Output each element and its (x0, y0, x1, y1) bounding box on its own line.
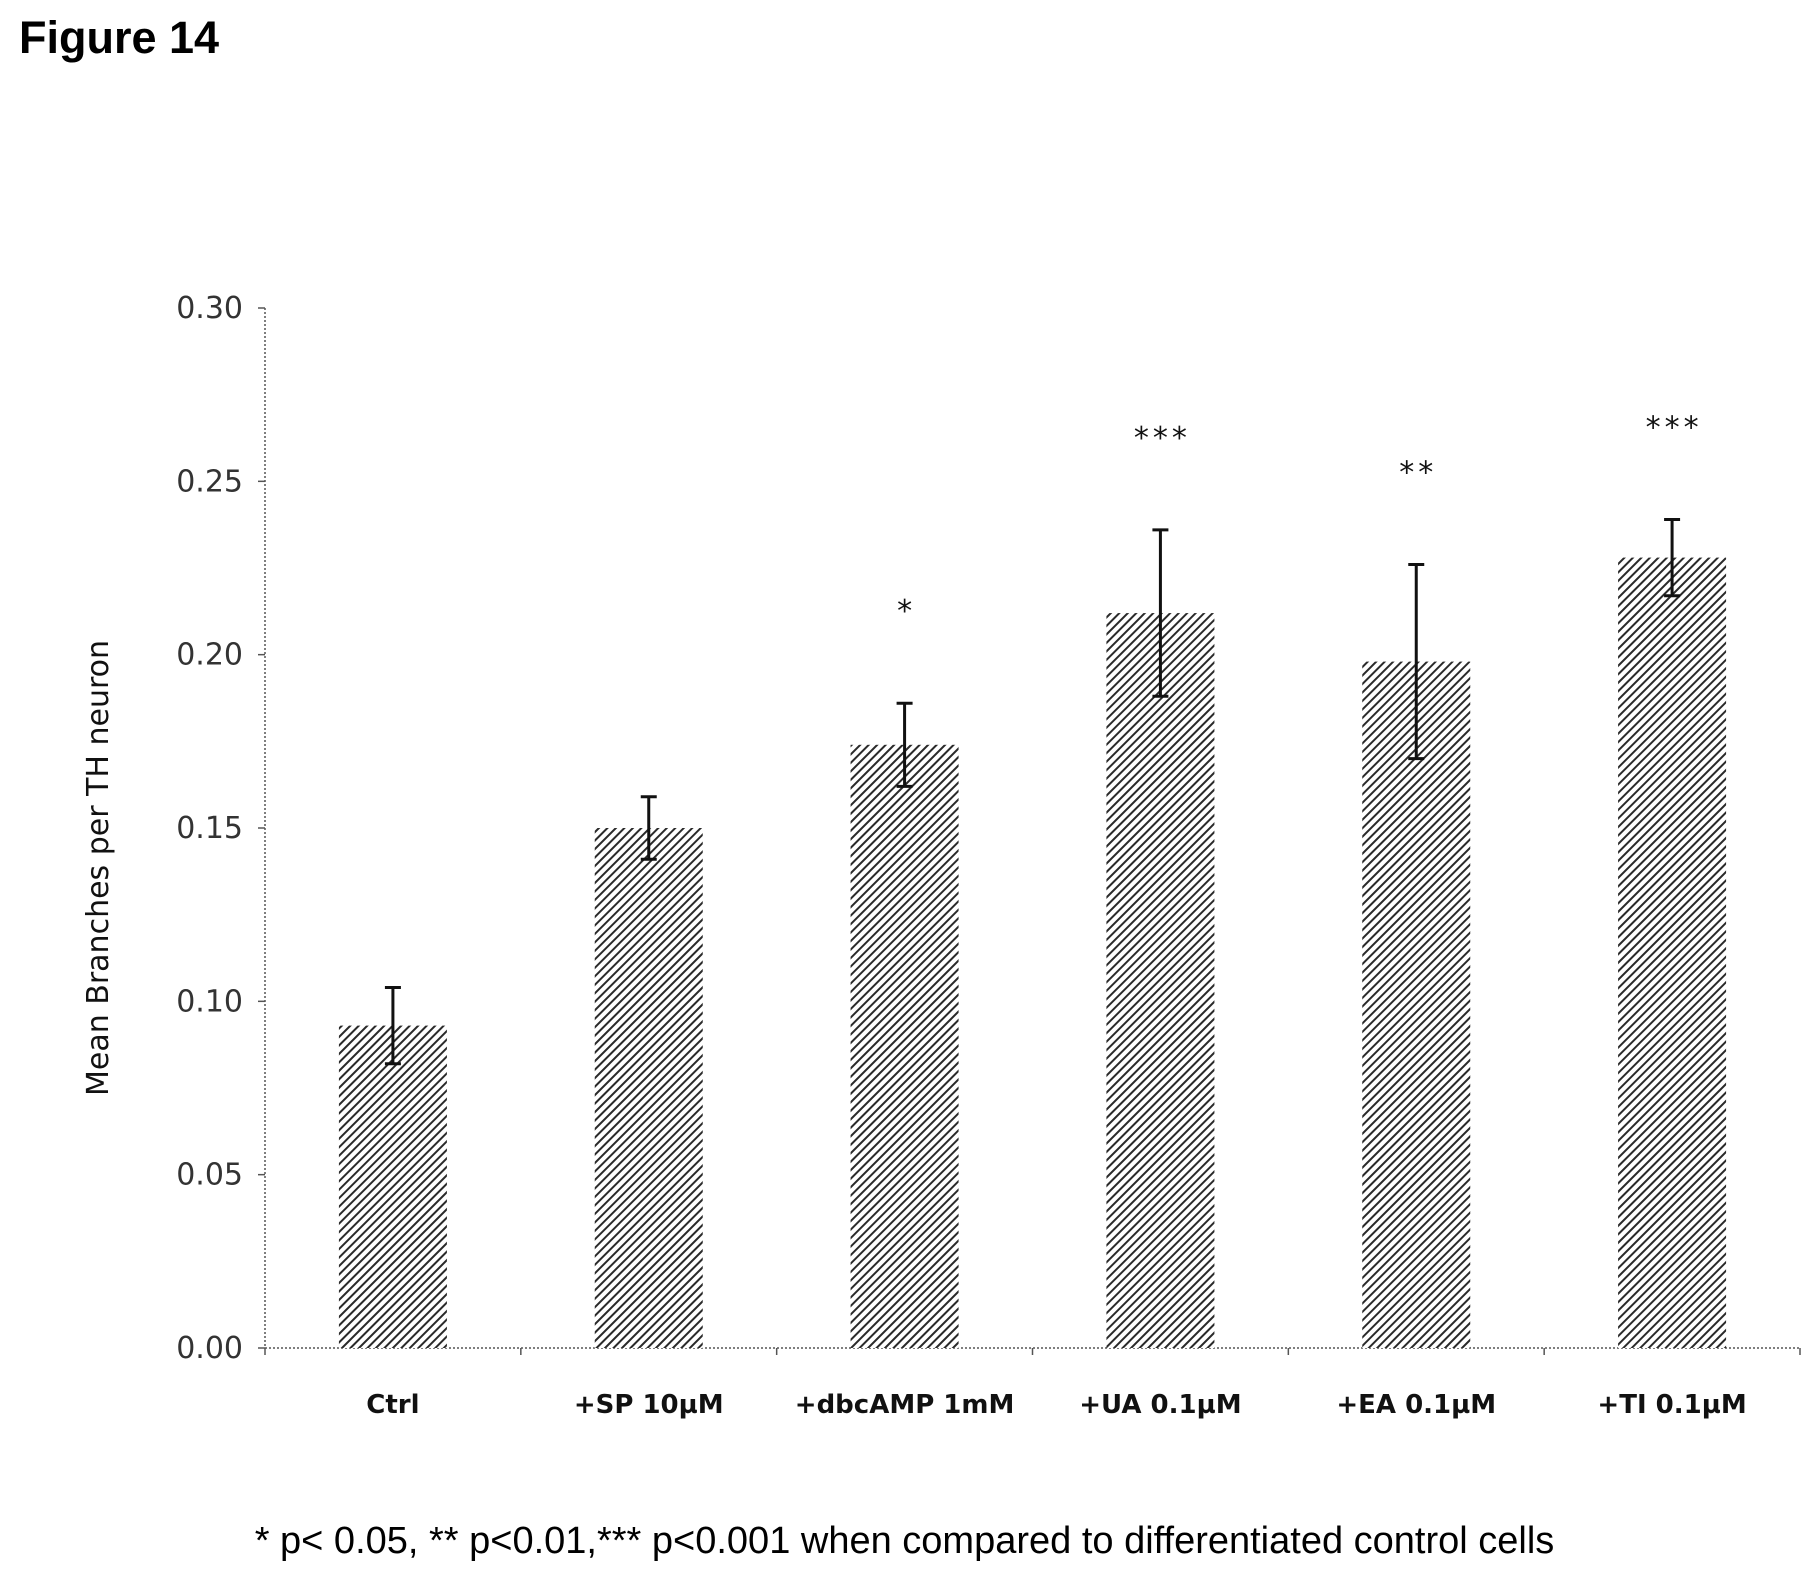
axes (258, 307, 1801, 1355)
y-tick-label: 0.20 (176, 638, 243, 673)
error-bars (384, 517, 1681, 1066)
bar (1362, 661, 1471, 1348)
bar-chart: 0.00 0.05 0.10 0.15 0.20 0.25 0.30 Ctrl +SP 10µM… (81, 291, 1801, 1420)
significance-marker: * (897, 594, 916, 629)
bars (338, 557, 1727, 1348)
y-tick-label: 0.05 (176, 1158, 243, 1193)
y-axis-title: Mean Branches per TH neuron (81, 640, 116, 1096)
significance-footnote: * p< 0.05, ** p<0.01,*** p<0.001 when co… (254, 1520, 1555, 1562)
y-tick-label: 0.00 (176, 1331, 243, 1366)
x-tick-label: +UA 0.1µM (1079, 1390, 1241, 1420)
x-tick-label: Ctrl (366, 1390, 419, 1420)
significance-marker: *** (1646, 410, 1703, 445)
x-tick-label: +SP 10µM (574, 1390, 724, 1420)
bar (1106, 613, 1215, 1348)
y-tick-label: 0.10 (176, 984, 243, 1019)
x-tick-label: +EA 0.1µM (1336, 1390, 1496, 1420)
y-tick-label: 0.30 (176, 291, 243, 326)
x-tick-label: +TI 0.1µM (1597, 1390, 1746, 1420)
bar (850, 744, 959, 1348)
bar (594, 828, 703, 1348)
x-tick-label: +dbcAMP 1mM (795, 1390, 1015, 1420)
y-tick-label: 0.25 (176, 464, 243, 499)
y-tick-label: 0.15 (176, 811, 243, 846)
axis-labels: 0.00 0.05 0.10 0.15 0.20 0.25 0.30 Ctrl +SP 10µM… (81, 291, 1747, 1420)
figure-label: Figure 14 (19, 12, 220, 63)
significance-marker: ** (1399, 456, 1437, 491)
bar (1618, 557, 1727, 1348)
bar (338, 1025, 447, 1348)
significance-marker: *** (1134, 421, 1191, 456)
